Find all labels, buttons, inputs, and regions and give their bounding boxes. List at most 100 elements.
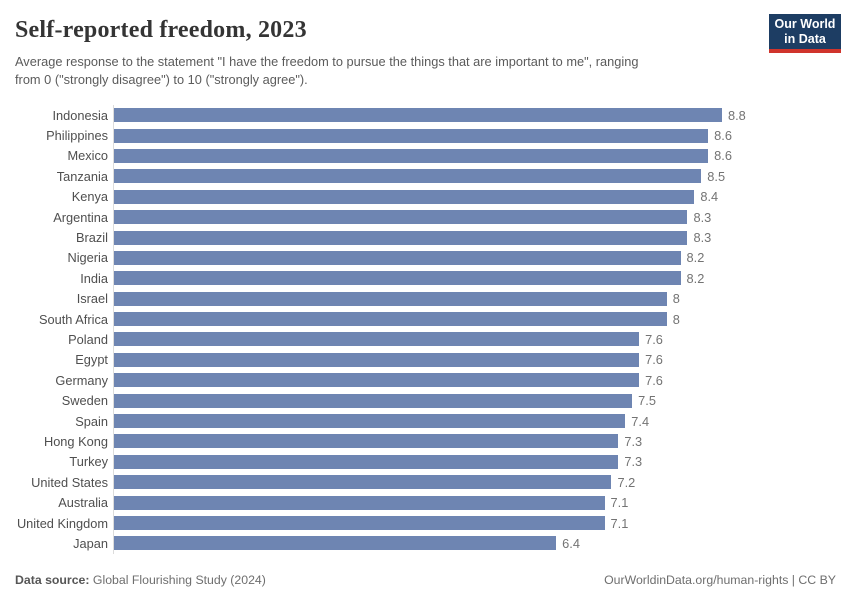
bar-area: 7.3 bbox=[113, 452, 850, 472]
bar-area: 8.3 bbox=[113, 207, 850, 227]
country-label: Spain bbox=[75, 413, 108, 429]
value-label: 6.4 bbox=[562, 535, 580, 551]
bar-row: Mexico 8.6 bbox=[0, 146, 850, 166]
value-label: 8 bbox=[672, 291, 680, 307]
bar-row: Spain 7.4 bbox=[0, 411, 850, 431]
bar-area: 7.4 bbox=[113, 411, 850, 431]
bar[interactable] bbox=[114, 230, 688, 245]
bar[interactable] bbox=[114, 352, 640, 367]
bar[interactable] bbox=[114, 189, 695, 204]
bar-area: 8.5 bbox=[113, 166, 850, 186]
value-label: 7.3 bbox=[624, 454, 643, 470]
bar-row: Indonesia 8.8 bbox=[0, 105, 850, 125]
country-label: Kenya bbox=[71, 189, 108, 205]
bar-area: 8.4 bbox=[113, 187, 850, 207]
bar-row: Turkey 7.3 bbox=[0, 452, 850, 472]
bar-row: South Africa 8 bbox=[0, 309, 850, 329]
bar-row: Poland 7.6 bbox=[0, 329, 850, 349]
bar-area: 7.6 bbox=[113, 329, 850, 349]
bar-area: 7.6 bbox=[113, 350, 850, 370]
owid-logo-line2: in Data bbox=[784, 31, 826, 46]
bar[interactable] bbox=[114, 291, 667, 306]
bar-row: Kenya 8.4 bbox=[0, 187, 850, 207]
chart-subtitle-line2: from 0 ("strongly disagree") to 10 ("str… bbox=[15, 71, 308, 87]
country-label: Argentina bbox=[53, 209, 108, 225]
bar[interactable] bbox=[114, 536, 557, 551]
chart-header: Self-reported freedom, 2023 Average resp… bbox=[0, 0, 850, 88]
chart-title: Self-reported freedom, 2023 bbox=[15, 17, 307, 43]
country-label: Egypt bbox=[75, 352, 108, 368]
bar[interactable] bbox=[114, 128, 709, 143]
country-label: Australia bbox=[58, 495, 108, 511]
bar-row: Australia 7.1 bbox=[0, 492, 850, 512]
value-label: 8.6 bbox=[714, 128, 732, 144]
data-source-value: Global Flourishing Study (2024) bbox=[89, 573, 266, 587]
bar-rows-container: Indonesia 8.8 Philippines 8.6 Mexico 8.6 Tanza… bbox=[0, 105, 850, 554]
value-label: 8.3 bbox=[693, 209, 712, 225]
bar[interactable] bbox=[114, 271, 681, 286]
bar-row: Argentina 8.3 bbox=[0, 207, 850, 227]
bar-area: 8 bbox=[113, 289, 850, 309]
country-label: India bbox=[80, 270, 108, 286]
chart-subtitle: Average response to the statement "I hav… bbox=[15, 53, 775, 88]
country-label: South Africa bbox=[38, 311, 108, 327]
bar[interactable] bbox=[114, 108, 722, 123]
country-label: Hong Kong bbox=[43, 433, 108, 449]
value-label: 8.6 bbox=[714, 148, 732, 164]
value-label: 8.8 bbox=[728, 107, 746, 123]
bar-area: 7.1 bbox=[113, 513, 850, 533]
bar[interactable] bbox=[114, 454, 619, 469]
bar[interactable] bbox=[114, 475, 612, 490]
country-label: Nigeria bbox=[67, 250, 108, 266]
bar[interactable] bbox=[114, 148, 709, 163]
bar[interactable] bbox=[114, 434, 619, 449]
bar[interactable] bbox=[114, 414, 626, 429]
bar[interactable] bbox=[114, 516, 605, 530]
bar-area: 6.4 bbox=[113, 533, 850, 553]
bar-row: Hong Kong 7.3 bbox=[0, 431, 850, 451]
bar-row: Japan 6.4 bbox=[0, 533, 850, 553]
bar-row: Egypt 7.6 bbox=[0, 350, 850, 370]
bar-area: 7.2 bbox=[113, 472, 850, 492]
bar-area: 8.8 bbox=[113, 105, 850, 125]
country-label: United Kingdom bbox=[16, 515, 108, 531]
chart-footer: Data source: Global Flourishing Study (2… bbox=[15, 573, 836, 587]
bar-area: 8.6 bbox=[113, 146, 850, 166]
bar[interactable] bbox=[114, 373, 640, 388]
bar-area: 7.3 bbox=[113, 431, 850, 451]
country-label: Japan bbox=[73, 535, 108, 551]
bar[interactable] bbox=[114, 250, 681, 265]
bar-row: Brazil 8.3 bbox=[0, 227, 850, 247]
bar-row: India 8.2 bbox=[0, 268, 850, 288]
bar[interactable] bbox=[114, 393, 633, 408]
data-source: Data source: Global Flourishing Study (2… bbox=[15, 573, 266, 587]
bar-area: 8.6 bbox=[113, 125, 850, 145]
bar-row: Israel 8 bbox=[0, 289, 850, 309]
bar-chart: Indonesia 8.8 Philippines 8.6 Mexico 8.6 Tanza… bbox=[0, 105, 850, 554]
bar[interactable] bbox=[114, 169, 702, 184]
bar-row: Nigeria 8.2 bbox=[0, 248, 850, 268]
bar[interactable] bbox=[114, 495, 605, 510]
value-label: 7.6 bbox=[645, 331, 663, 347]
owid-logo[interactable]: Our World in Data bbox=[769, 14, 841, 53]
country-label: Brazil bbox=[76, 230, 108, 246]
bar-area: 8.2 bbox=[113, 248, 850, 268]
bar[interactable] bbox=[114, 210, 688, 225]
bar[interactable] bbox=[114, 312, 667, 327]
country-label: Turkey bbox=[69, 454, 108, 470]
country-label: United States bbox=[31, 474, 108, 490]
bar[interactable] bbox=[114, 332, 640, 347]
country-label: Tanzania bbox=[56, 168, 108, 184]
value-label: 8.4 bbox=[700, 189, 719, 205]
value-label: 8.3 bbox=[693, 230, 712, 246]
attribution-link[interactable]: OurWorldinData.org/human-rights | CC BY bbox=[604, 573, 836, 587]
bar-row: Philippines 8.6 bbox=[0, 125, 850, 145]
value-label: 8.2 bbox=[686, 250, 705, 266]
bar-row: Tanzania 8.5 bbox=[0, 166, 850, 186]
bar-area: 7.5 bbox=[113, 390, 850, 410]
bar-row: Germany 7.6 bbox=[0, 370, 850, 390]
value-label: 7.2 bbox=[617, 474, 636, 490]
value-label: 7.6 bbox=[645, 352, 663, 368]
value-label: 7.6 bbox=[645, 372, 663, 388]
